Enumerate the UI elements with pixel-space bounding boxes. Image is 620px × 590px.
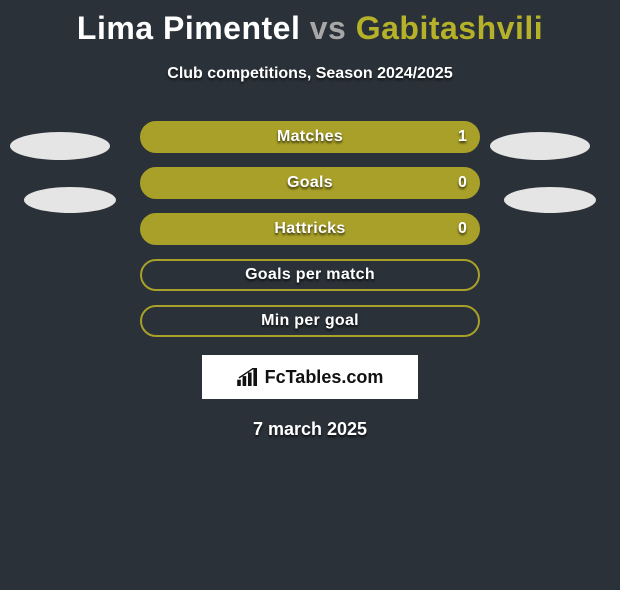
logo-box: FcTables.com bbox=[202, 355, 418, 399]
stat-row: Goals per match bbox=[0, 259, 620, 291]
title-player2: Gabitashvili bbox=[356, 10, 543, 46]
stat-bar bbox=[140, 259, 480, 291]
decorative-ellipse bbox=[490, 132, 590, 160]
decorative-ellipse bbox=[24, 187, 116, 213]
decorative-ellipse bbox=[504, 187, 596, 213]
page-title: Lima Pimentel vs Gabitashvili bbox=[0, 10, 620, 47]
title-vs: vs bbox=[310, 10, 347, 46]
date-text: 7 march 2025 bbox=[0, 419, 620, 440]
title-player1: Lima Pimentel bbox=[77, 10, 300, 46]
stat-row: Min per goal bbox=[0, 305, 620, 337]
decorative-ellipse bbox=[10, 132, 110, 160]
stat-bar bbox=[140, 305, 480, 337]
subtitle: Club competitions, Season 2024/2025 bbox=[0, 65, 620, 83]
stat-bar bbox=[140, 167, 480, 199]
logo-text: FcTables.com bbox=[265, 367, 384, 388]
stat-bar bbox=[140, 121, 480, 153]
barchart-icon bbox=[237, 368, 259, 386]
stat-row: Hattricks0 bbox=[0, 213, 620, 245]
stat-bar bbox=[140, 213, 480, 245]
